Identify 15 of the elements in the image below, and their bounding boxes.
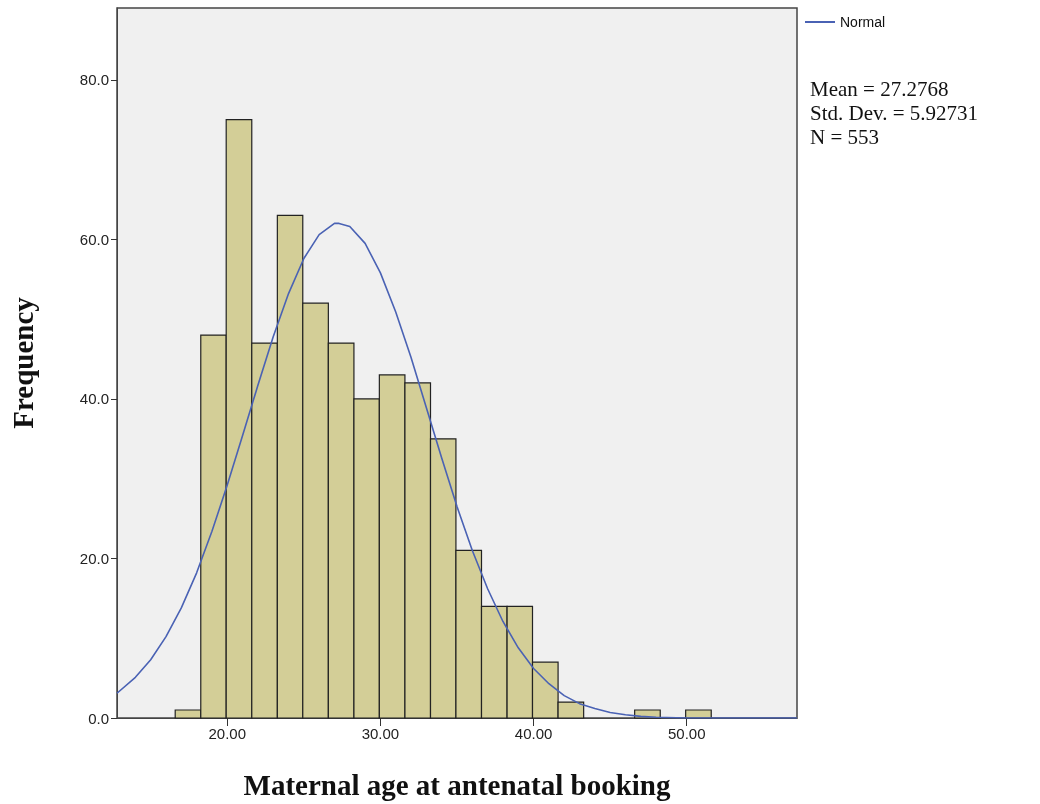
- legend-label: Normal: [840, 14, 886, 30]
- x-tick-label: 50.00: [667, 725, 706, 742]
- y-tick-label: 60.0: [79, 230, 109, 248]
- x-tick-label: 30.00: [361, 725, 400, 742]
- y-tick-label: 20.0: [79, 549, 109, 567]
- y-tick-label: 80.0: [79, 71, 109, 89]
- y-tick-label: 0.0: [88, 709, 109, 727]
- x-tick-label: 40.00: [514, 725, 553, 742]
- y-tick-label: 40.0: [79, 390, 109, 408]
- x-axis-title: Maternal age at antenatal booking: [243, 768, 671, 801]
- y-axis-title: Frequency: [6, 296, 39, 429]
- text: N = 553: [810, 124, 880, 149]
- text: Mean = 27.2768: [810, 76, 949, 101]
- x-tick-label: 20.00: [208, 725, 247, 742]
- text: Std. Dev. = 5.92731: [810, 100, 978, 125]
